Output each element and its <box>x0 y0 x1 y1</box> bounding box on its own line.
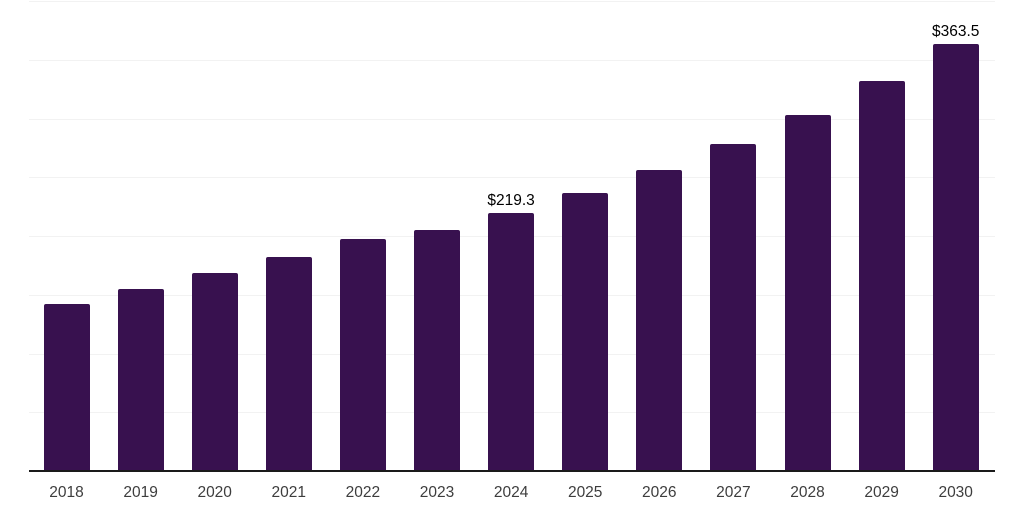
bar-2023 <box>414 230 460 471</box>
bar-2024 <box>488 213 535 471</box>
bar-2020 <box>191 272 238 471</box>
x-tick-label-2021: 2021 <box>271 484 307 501</box>
bar-2022 <box>339 239 386 471</box>
gridline-350 <box>29 59 995 61</box>
x-tick-label-2025: 2025 <box>567 484 603 501</box>
bar-2029 <box>858 81 905 471</box>
x-tick-label-2023: 2023 <box>419 484 455 501</box>
data-label-2024: $219.3 <box>487 192 535 210</box>
x-tick-label-2020: 2020 <box>197 484 232 501</box>
x-tick-label-2027: 2027 <box>716 484 751 501</box>
bar-2025 <box>562 193 609 471</box>
x-tick-label-2024: 2024 <box>493 484 529 501</box>
x-tick-label-2019: 2019 <box>123 484 158 501</box>
bar-2030 <box>932 43 979 471</box>
x-tick-label-2030: 2030 <box>938 484 973 501</box>
x-tick-label-2022: 2022 <box>345 484 381 501</box>
data-label-2030: $363.5 <box>931 22 980 40</box>
bar-2019 <box>117 288 164 471</box>
x-tick-label-2018: 2018 <box>49 484 84 501</box>
bar-2028 <box>784 115 831 471</box>
bar-2021 <box>265 256 312 471</box>
x-tick-label-2029: 2029 <box>864 484 899 501</box>
x-tick-label-2026: 2026 <box>642 484 677 501</box>
gridline-250 <box>29 177 995 179</box>
bar-2026 <box>636 170 683 471</box>
bar-2027 <box>710 144 757 471</box>
gridline-300 <box>29 118 995 120</box>
x-axis-line <box>29 470 995 472</box>
gridline-400 <box>29 1 995 2</box>
bar-2018 <box>43 303 90 471</box>
x-tick-label-2028: 2028 <box>790 484 825 501</box>
